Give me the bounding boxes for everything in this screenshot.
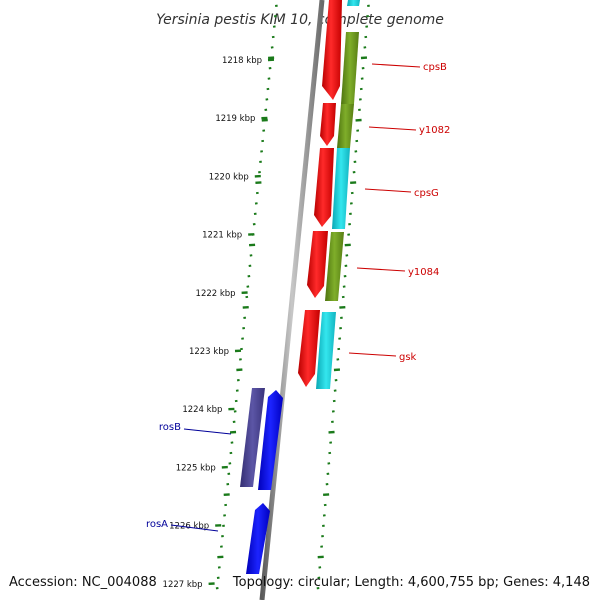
gene-block-cpsb-olive <box>341 32 359 104</box>
gene-leader-rosa <box>170 524 219 532</box>
gene-block-cpsg-red <box>314 148 334 227</box>
gene-label-cpsg: cpsG <box>414 188 439 199</box>
gene-block-y1084-red <box>307 231 328 298</box>
gene-leader-y1082 <box>368 126 417 131</box>
scale-label: 1225 kbp <box>176 463 216 473</box>
topology-text: Topology: circular; Length: 4,600,755 bp… <box>232 575 590 590</box>
genome-title: Yersinia pestis KIM 10, complete genome <box>156 12 444 28</box>
gene-label-gsk: gsk <box>399 352 417 363</box>
gene-leader-cpsb <box>371 63 421 68</box>
gene-block-gsk-cyan <box>316 312 336 389</box>
gene-leader-gsk <box>348 352 397 357</box>
gene-block-y1084-olive <box>325 232 344 301</box>
gene-block-y1082-red <box>320 103 336 146</box>
gene-label-rosa: rosA <box>146 519 168 530</box>
scale-label: 1219 kbp <box>215 114 255 124</box>
scale-label: 1224 kbp <box>182 405 222 415</box>
gene-labels: cpsB y1082 cpsG y1084 gsk rosB rosA <box>146 62 450 532</box>
gene-block-top-cyan <box>347 0 360 6</box>
gene-block-y1082-olive <box>337 104 354 148</box>
accession-text: Accession: NC_004088 <box>9 575 157 590</box>
scale-label: 1218 kbp <box>222 56 262 66</box>
scale-label: 1222 kbp <box>196 289 236 299</box>
gene-block-rosa-blue <box>246 503 270 574</box>
gene-label-y1084: y1084 <box>408 267 439 278</box>
scale-label: 1223 kbp <box>189 347 229 357</box>
scale-label: 1220 kbp <box>209 172 249 182</box>
gene-block-gsk-red <box>298 310 320 387</box>
gene-leader-cpsg <box>364 188 412 193</box>
gene-block-top-red <box>322 0 342 100</box>
right-tick-track <box>316 4 370 590</box>
gene-leader-y1084 <box>356 267 406 272</box>
gene-block-rosb-blue <box>258 390 283 490</box>
scale-label: 1226 kbp <box>169 522 209 532</box>
genome-backbone <box>259 0 325 600</box>
gene-label-rosb: rosB <box>159 422 181 433</box>
scale-labels: 1218 kbp 1219 kbp 1220 kbp 1221 kbp 1222 kbp… <box>163 56 275 590</box>
scale-label: 1227 kbp <box>163 580 203 590</box>
gene-label-cpsb: cpsB <box>423 62 447 73</box>
gene-label-y1082: y1082 <box>419 125 450 136</box>
gene-leader-rosb <box>183 428 232 435</box>
gene-block-rosb-slate <box>240 388 265 487</box>
scale-label: 1221 kbp <box>202 231 242 241</box>
gene-block-cpsg-cyan <box>332 148 350 229</box>
